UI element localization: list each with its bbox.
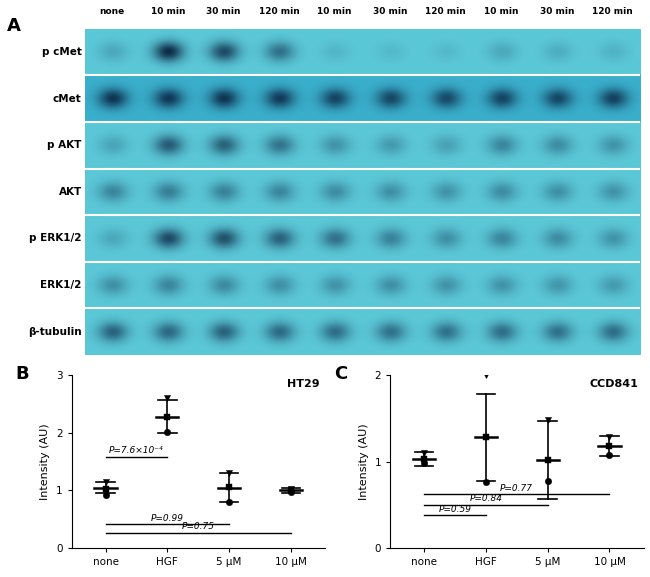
Point — [100, 478, 110, 487]
Point — [286, 486, 296, 495]
Text: ERK1/2: ERK1/2 — [40, 280, 82, 290]
Text: P=0.77: P=0.77 — [500, 484, 533, 493]
Point — [543, 476, 553, 485]
Text: P=0.84: P=0.84 — [469, 494, 502, 503]
Text: P=0.75: P=0.75 — [182, 522, 215, 531]
Y-axis label: Intensity (AU): Intensity (AU) — [40, 424, 50, 500]
Text: cMet: cMet — [53, 93, 82, 104]
Text: B: B — [16, 365, 29, 383]
Text: P=0.59: P=0.59 — [438, 504, 471, 514]
Point — [162, 394, 172, 403]
Text: C: C — [334, 365, 348, 383]
Text: 30 min: 30 min — [540, 7, 574, 16]
Text: 30 min: 30 min — [206, 7, 240, 16]
Point — [286, 488, 296, 497]
Point — [480, 433, 491, 442]
Text: 120 min: 120 min — [259, 7, 300, 16]
Point — [604, 450, 615, 459]
Text: none: none — [99, 7, 125, 16]
Text: 120 min: 120 min — [592, 7, 633, 16]
Point — [286, 484, 296, 493]
Point — [480, 478, 491, 487]
Text: 120 min: 120 min — [425, 7, 466, 16]
Text: P=7.6×10⁻⁴: P=7.6×10⁻⁴ — [109, 445, 164, 455]
Point — [543, 415, 553, 425]
Text: p ERK1/2: p ERK1/2 — [29, 234, 82, 243]
Point — [543, 455, 553, 464]
Text: A: A — [6, 17, 20, 35]
Point — [604, 433, 615, 442]
Text: CCD841: CCD841 — [590, 379, 638, 388]
Point — [224, 482, 235, 492]
Point — [419, 455, 429, 464]
Text: p cMet: p cMet — [42, 47, 82, 57]
Text: 30 min: 30 min — [373, 7, 408, 16]
Point — [224, 469, 235, 478]
Text: 10 min: 10 min — [317, 7, 352, 16]
Point — [224, 497, 235, 507]
Y-axis label: Intensity (AU): Intensity (AU) — [359, 424, 369, 500]
Point — [419, 448, 429, 458]
Point — [162, 427, 172, 436]
Point — [100, 484, 110, 493]
Text: p AKT: p AKT — [47, 140, 82, 150]
Text: AKT: AKT — [58, 187, 82, 197]
Text: 10 min: 10 min — [151, 7, 185, 16]
Point — [480, 370, 491, 380]
Point — [419, 459, 429, 468]
Point — [604, 441, 615, 451]
Text: P=0.99: P=0.99 — [151, 514, 184, 523]
Text: β-tubulin: β-tubulin — [28, 327, 82, 336]
Text: HT29: HT29 — [287, 379, 320, 388]
Point — [100, 490, 110, 500]
Point — [162, 412, 172, 421]
Text: 10 min: 10 min — [484, 7, 519, 16]
